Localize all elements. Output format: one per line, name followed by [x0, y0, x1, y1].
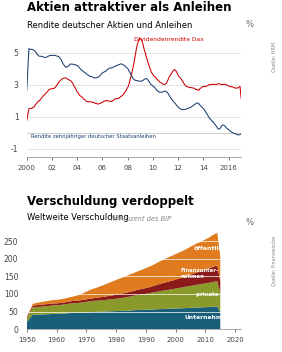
Text: Finanzunter-
nehmen: Finanzunter- nehmen: [180, 268, 218, 279]
Text: %: %: [245, 20, 254, 29]
Text: Weltweite Verschuldung: Weltweite Verschuldung: [27, 213, 129, 222]
Text: private Haushalte: private Haushalte: [197, 293, 252, 297]
Text: Rendite zehnjähriger deutscher Staatsanleihen: Rendite zehnjähriger deutscher Staatsanl…: [31, 134, 156, 139]
Text: Quelle: Finanzwoche: Quelle: Finanzwoche: [271, 236, 276, 286]
Text: in Prozent des BIP: in Prozent des BIP: [111, 216, 171, 222]
Text: %: %: [245, 218, 254, 227]
Text: Unternehmen: Unternehmen: [184, 315, 231, 320]
Text: Quelle: HRM: Quelle: HRM: [271, 42, 276, 73]
Text: öffentlich: öffentlich: [193, 246, 228, 251]
Text: Aktien attraktiver als Anleihen: Aktien attraktiver als Anleihen: [27, 1, 231, 14]
Text: Verschuldung verdoppelt: Verschuldung verdoppelt: [27, 195, 193, 208]
Text: Dividendenrendite Dax: Dividendenrendite Dax: [134, 37, 204, 42]
Text: Rendite deutscher Aktien und Anleihen: Rendite deutscher Aktien und Anleihen: [27, 21, 192, 30]
